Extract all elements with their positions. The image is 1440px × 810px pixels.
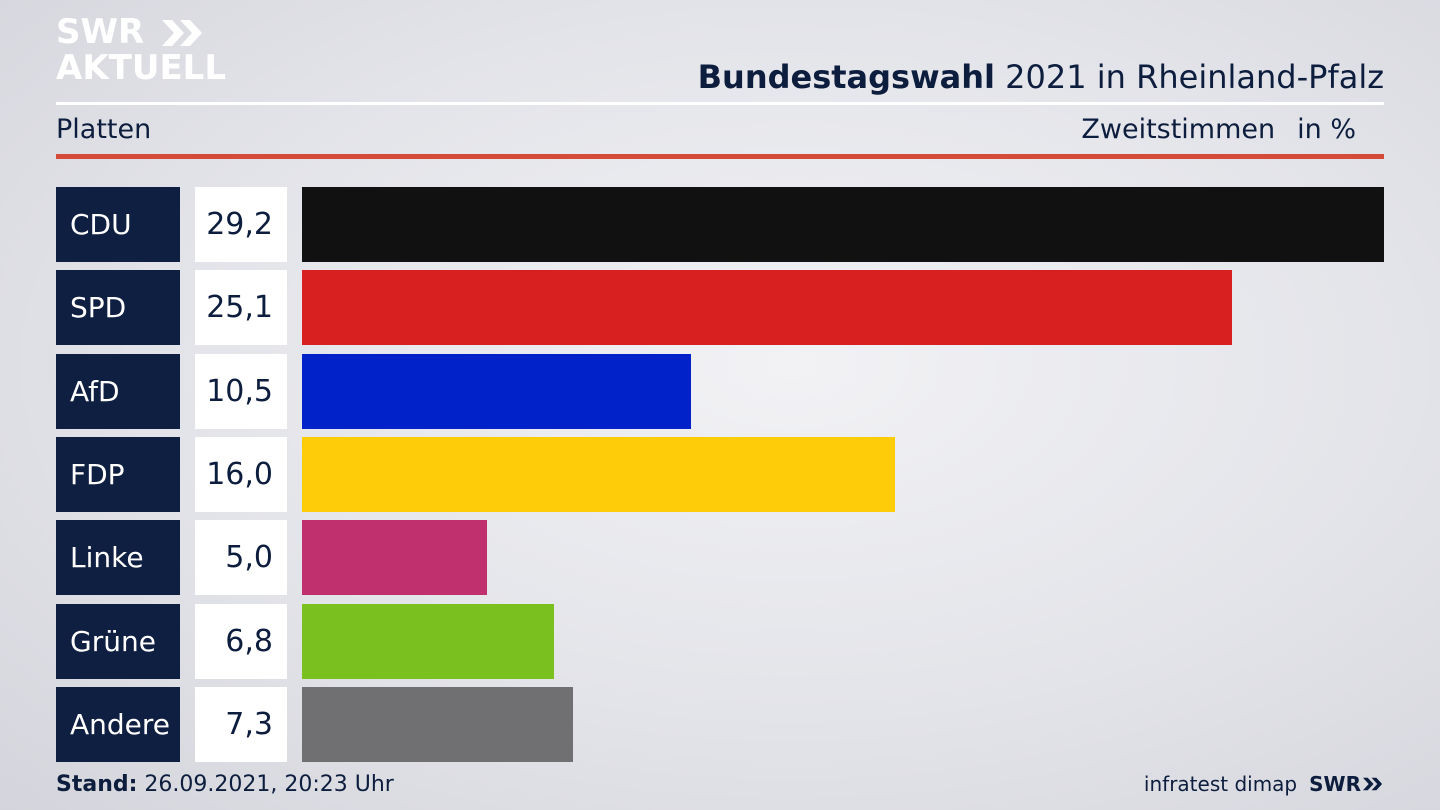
value-label-cdu: 29,2 (195, 187, 287, 262)
bar-andere (302, 687, 573, 762)
value-label-spd: 25,1 (195, 270, 287, 345)
bar-spd (302, 270, 1232, 345)
party-label-andere: Andere (56, 687, 180, 762)
source-credit: infratest dimap SWR (1144, 772, 1384, 796)
measure-name: Zweitstimmen (1081, 114, 1276, 145)
measure-unit: in % (1297, 114, 1356, 145)
bar-gr-ne (302, 604, 554, 679)
logo-swr-text: SWR (56, 12, 145, 52)
accent-divider (56, 154, 1384, 159)
bar-linke (302, 520, 487, 595)
party-label-fdp: FDP (56, 437, 180, 512)
party-label-gr-ne: Grüne (56, 604, 180, 679)
page-title: Bundestagswahl 2021 in Rheinland-Pfalz (698, 58, 1384, 96)
header-divider (56, 102, 1384, 105)
logo-aktuell-text: AKTUELL (56, 48, 227, 88)
party-label-cdu: CDU (56, 187, 180, 262)
value-label-gr-ne: 6,8 (195, 604, 287, 679)
value-label-linke: 5,0 (195, 520, 287, 595)
title-rest: 2021 in Rheinland-Pfalz (1005, 58, 1384, 96)
stand-value: 26.09.2021, 20:23 Uhr (144, 772, 394, 797)
value-label-fdp: 16,0 (195, 437, 287, 512)
double-chevron-icon (162, 20, 202, 46)
swr-brand-text: SWR (1309, 772, 1361, 796)
bar-afd (302, 354, 691, 429)
party-label-spd: SPD (56, 270, 180, 345)
party-label-afd: AfD (56, 354, 180, 429)
swr-brand: SWR (1309, 772, 1384, 796)
swr-aktuell-logo: SWR AKTUELL (56, 14, 236, 94)
stand-label: Stand: (56, 772, 138, 797)
title-bold: Bundestagswahl (697, 58, 995, 96)
region-label: Platten (56, 114, 152, 145)
value-label-afd: 10,5 (195, 354, 287, 429)
value-label-andere: 7,3 (195, 687, 287, 762)
measure-label: Zweitstimmen in % (1081, 114, 1356, 145)
source-name: infratest dimap (1143, 772, 1298, 796)
timestamp: Stand: 26.09.2021, 20:23 Uhr (56, 772, 394, 797)
bar-cdu (302, 187, 1384, 262)
double-chevron-icon (1362, 777, 1383, 791)
bar-fdp (302, 437, 895, 512)
party-label-linke: Linke (56, 520, 180, 595)
